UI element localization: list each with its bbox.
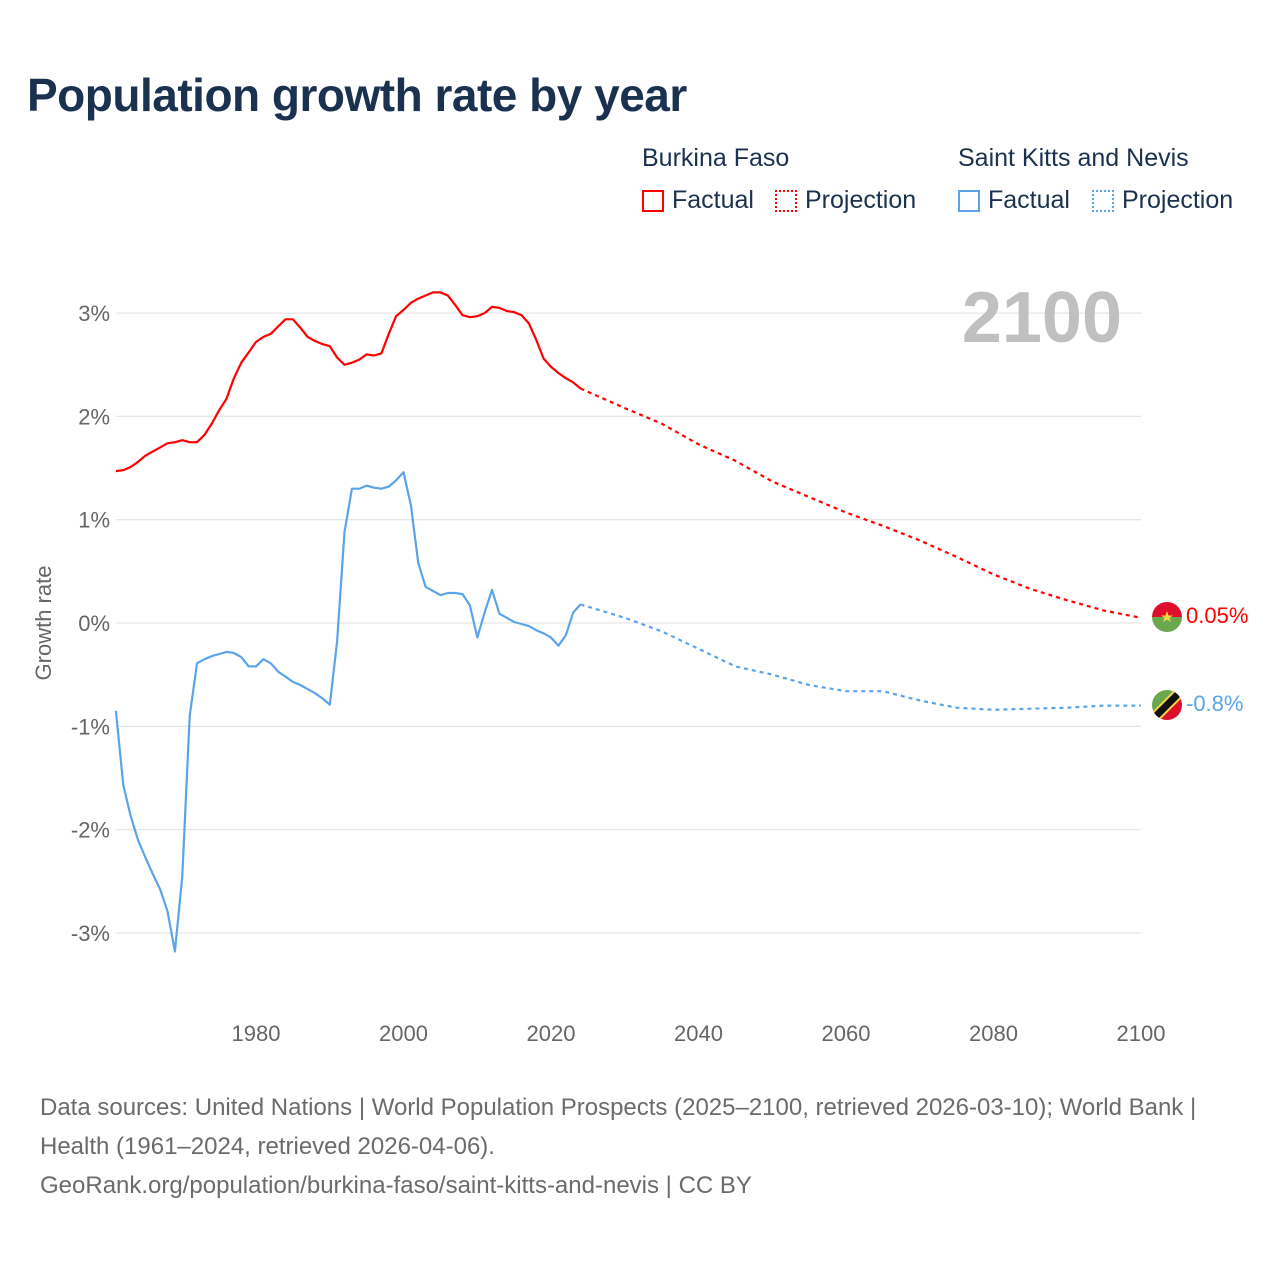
legend-group-saint-kitts-and-nevis: Saint Kitts and Nevis bbox=[958, 144, 1189, 172]
legend-item-skn-factual[interactable]: Factual bbox=[958, 186, 1070, 215]
legend-swatch-solid bbox=[642, 189, 664, 212]
legend-swatch-dotted bbox=[775, 189, 797, 212]
line-chart: 3% 2% 1% 0% -1% -2% -3% 1980 2000 2020 2040 2060 208… bbox=[31, 278, 1248, 1046]
legend-item-skn-projection[interactable]: Projection bbox=[1092, 186, 1233, 215]
legend-group-burkina-faso: Burkina Faso bbox=[642, 144, 790, 172]
x-tick-label: 2080 bbox=[969, 1021, 1018, 1046]
y-tick-label: 1% bbox=[78, 508, 110, 533]
y-tick-label: -1% bbox=[71, 714, 110, 739]
legend-swatch-solid bbox=[958, 189, 980, 212]
legend-swatch-dotted bbox=[1092, 189, 1114, 212]
x-tick-label: 2040 bbox=[674, 1021, 723, 1046]
x-tick-label: 1980 bbox=[232, 1021, 281, 1046]
y-tick-label: 2% bbox=[78, 404, 110, 429]
source-link[interactable]: GeoRank.org/population/burkina-faso/sain… bbox=[40, 1172, 752, 1199]
flag-burkina-faso-icon bbox=[1152, 602, 1182, 632]
year-watermark: 2100 bbox=[962, 278, 1122, 358]
y-tick-label: -2% bbox=[71, 818, 110, 843]
series-line-saint-kitts-and-nevis-projection bbox=[580, 603, 1141, 711]
legend-item-bf-projection[interactable]: Projection bbox=[775, 186, 916, 215]
legend-label: Projection bbox=[805, 186, 917, 214]
data-sources: Data sources: United Nations | World Pop… bbox=[40, 1094, 1197, 1160]
legend-label: Factual bbox=[988, 186, 1070, 214]
x-tick-label: 2020 bbox=[527, 1021, 576, 1046]
series-line-burkina-faso-projection bbox=[580, 387, 1142, 619]
footer: Data sources: United Nations | World Pop… bbox=[40, 1088, 1240, 1205]
y-tick-label: -3% bbox=[71, 921, 110, 946]
x-tick-label: 2000 bbox=[379, 1021, 428, 1046]
legend-label: Factual bbox=[672, 186, 754, 214]
end-label-saint-kitts-and-nevis: -0.8% bbox=[1186, 691, 1243, 716]
end-label-burkina-faso: 0.05% bbox=[1186, 603, 1248, 628]
series-line-saint-kitts-and-nevis-factual bbox=[114, 471, 582, 953]
y-axis-label: Growth rate bbox=[31, 566, 56, 681]
flag-saint-kitts-and-nevis-icon bbox=[1152, 690, 1182, 720]
x-tick-label: 2060 bbox=[822, 1021, 871, 1046]
x-tick-label: 2100 bbox=[1117, 1021, 1166, 1046]
chart-title: Population growth rate by year bbox=[27, 69, 687, 121]
legend-label: Projection bbox=[1122, 186, 1234, 214]
series-line-burkina-faso-factual bbox=[115, 291, 582, 473]
y-tick-label: 3% bbox=[78, 301, 110, 326]
y-tick-label: 0% bbox=[78, 611, 110, 636]
legend-item-bf-factual[interactable]: Factual bbox=[642, 186, 754, 215]
